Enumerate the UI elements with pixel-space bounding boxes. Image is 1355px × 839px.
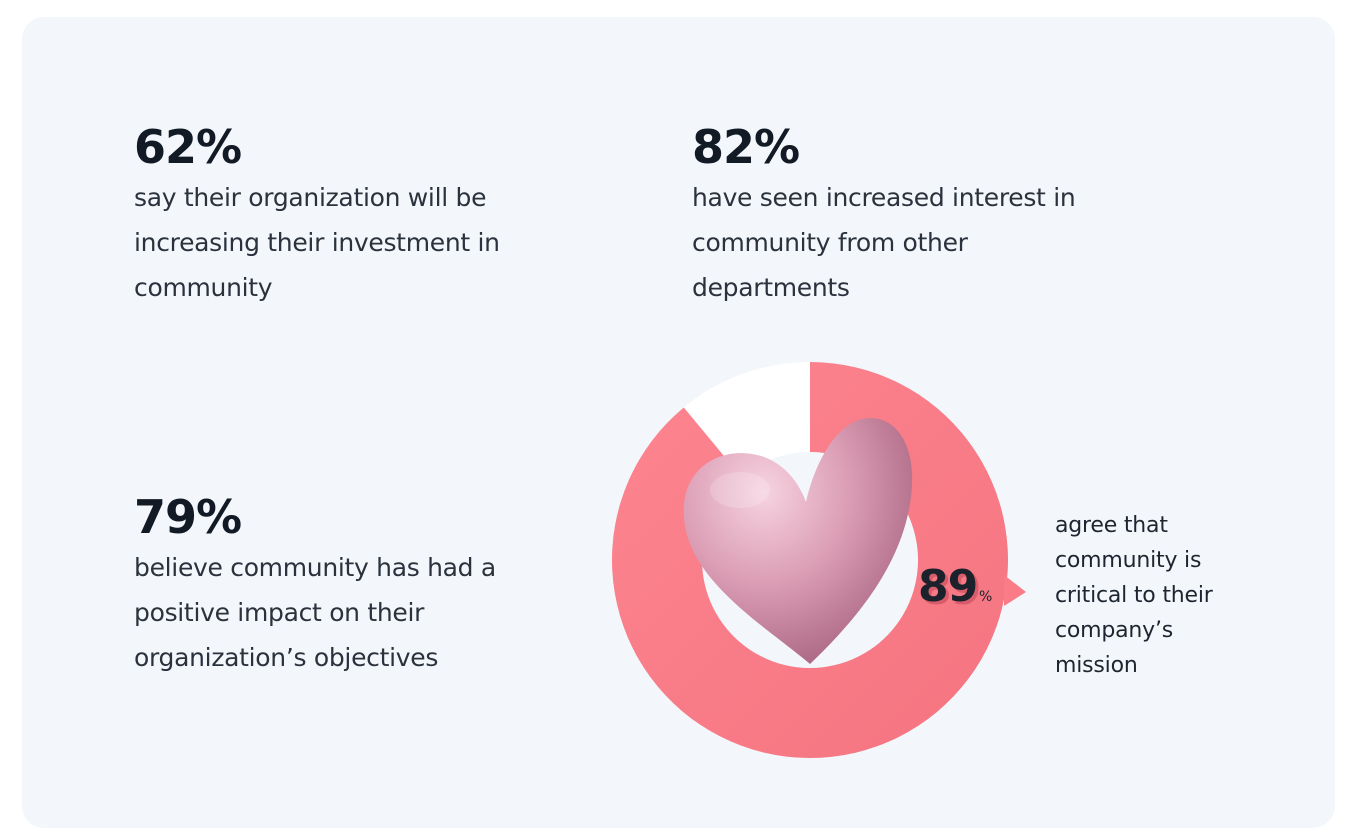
donut-chart xyxy=(612,362,1026,758)
stat-value: 82% xyxy=(692,120,800,174)
donut-track xyxy=(683,362,810,477)
donut-unit: % xyxy=(979,589,993,605)
stat-block-investment: 62% say their organization will be incre… xyxy=(134,121,534,310)
heart-icon xyxy=(683,418,913,664)
stat-description: have seen increased interest in communit… xyxy=(692,183,1076,302)
stat-description: believe community has had a positive imp… xyxy=(134,553,496,672)
stat-description: say their organization will be increasin… xyxy=(134,183,500,302)
donut-percentage: 89 xyxy=(918,561,978,612)
stat-block-interest: 82% have seen increased interest in comm… xyxy=(692,121,1092,310)
donut-description: agree that community is critical to thei… xyxy=(1055,513,1213,678)
stat-value: 62% xyxy=(134,120,242,174)
stat-block-impact: 79% believe community has had a positive… xyxy=(134,491,534,680)
donut-pointer xyxy=(1004,575,1026,606)
stat-value: 79% xyxy=(134,490,242,544)
